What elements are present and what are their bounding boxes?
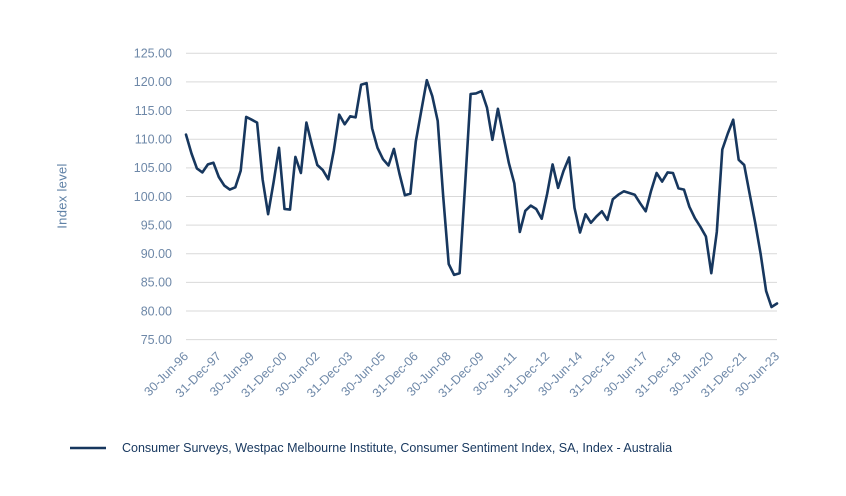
y-tick-label: 90.00 xyxy=(141,247,172,261)
legend: Consumer Surveys, Westpac Melbourne Inst… xyxy=(70,441,672,455)
y-tick-label: 95.00 xyxy=(141,218,172,232)
legend-line-swatch xyxy=(70,446,106,450)
y-tick-label: 85.00 xyxy=(141,276,172,290)
y-tick-label: 100.00 xyxy=(134,190,172,204)
y-tick-label: 125.00 xyxy=(134,47,172,61)
y-tick-label: 120.00 xyxy=(134,75,172,89)
y-tick-label: 110.00 xyxy=(135,132,172,146)
y-axis-title: Index level xyxy=(54,163,70,229)
y-tick-label: 75.00 xyxy=(141,333,172,347)
y-tick-label: 105.00 xyxy=(134,161,172,175)
y-tick-label: 80.00 xyxy=(141,304,172,318)
y-tick-label: 115.00 xyxy=(135,104,172,118)
legend-label: Consumer Surveys, Westpac Melbourne Inst… xyxy=(122,441,673,455)
sentiment-line xyxy=(184,78,779,309)
